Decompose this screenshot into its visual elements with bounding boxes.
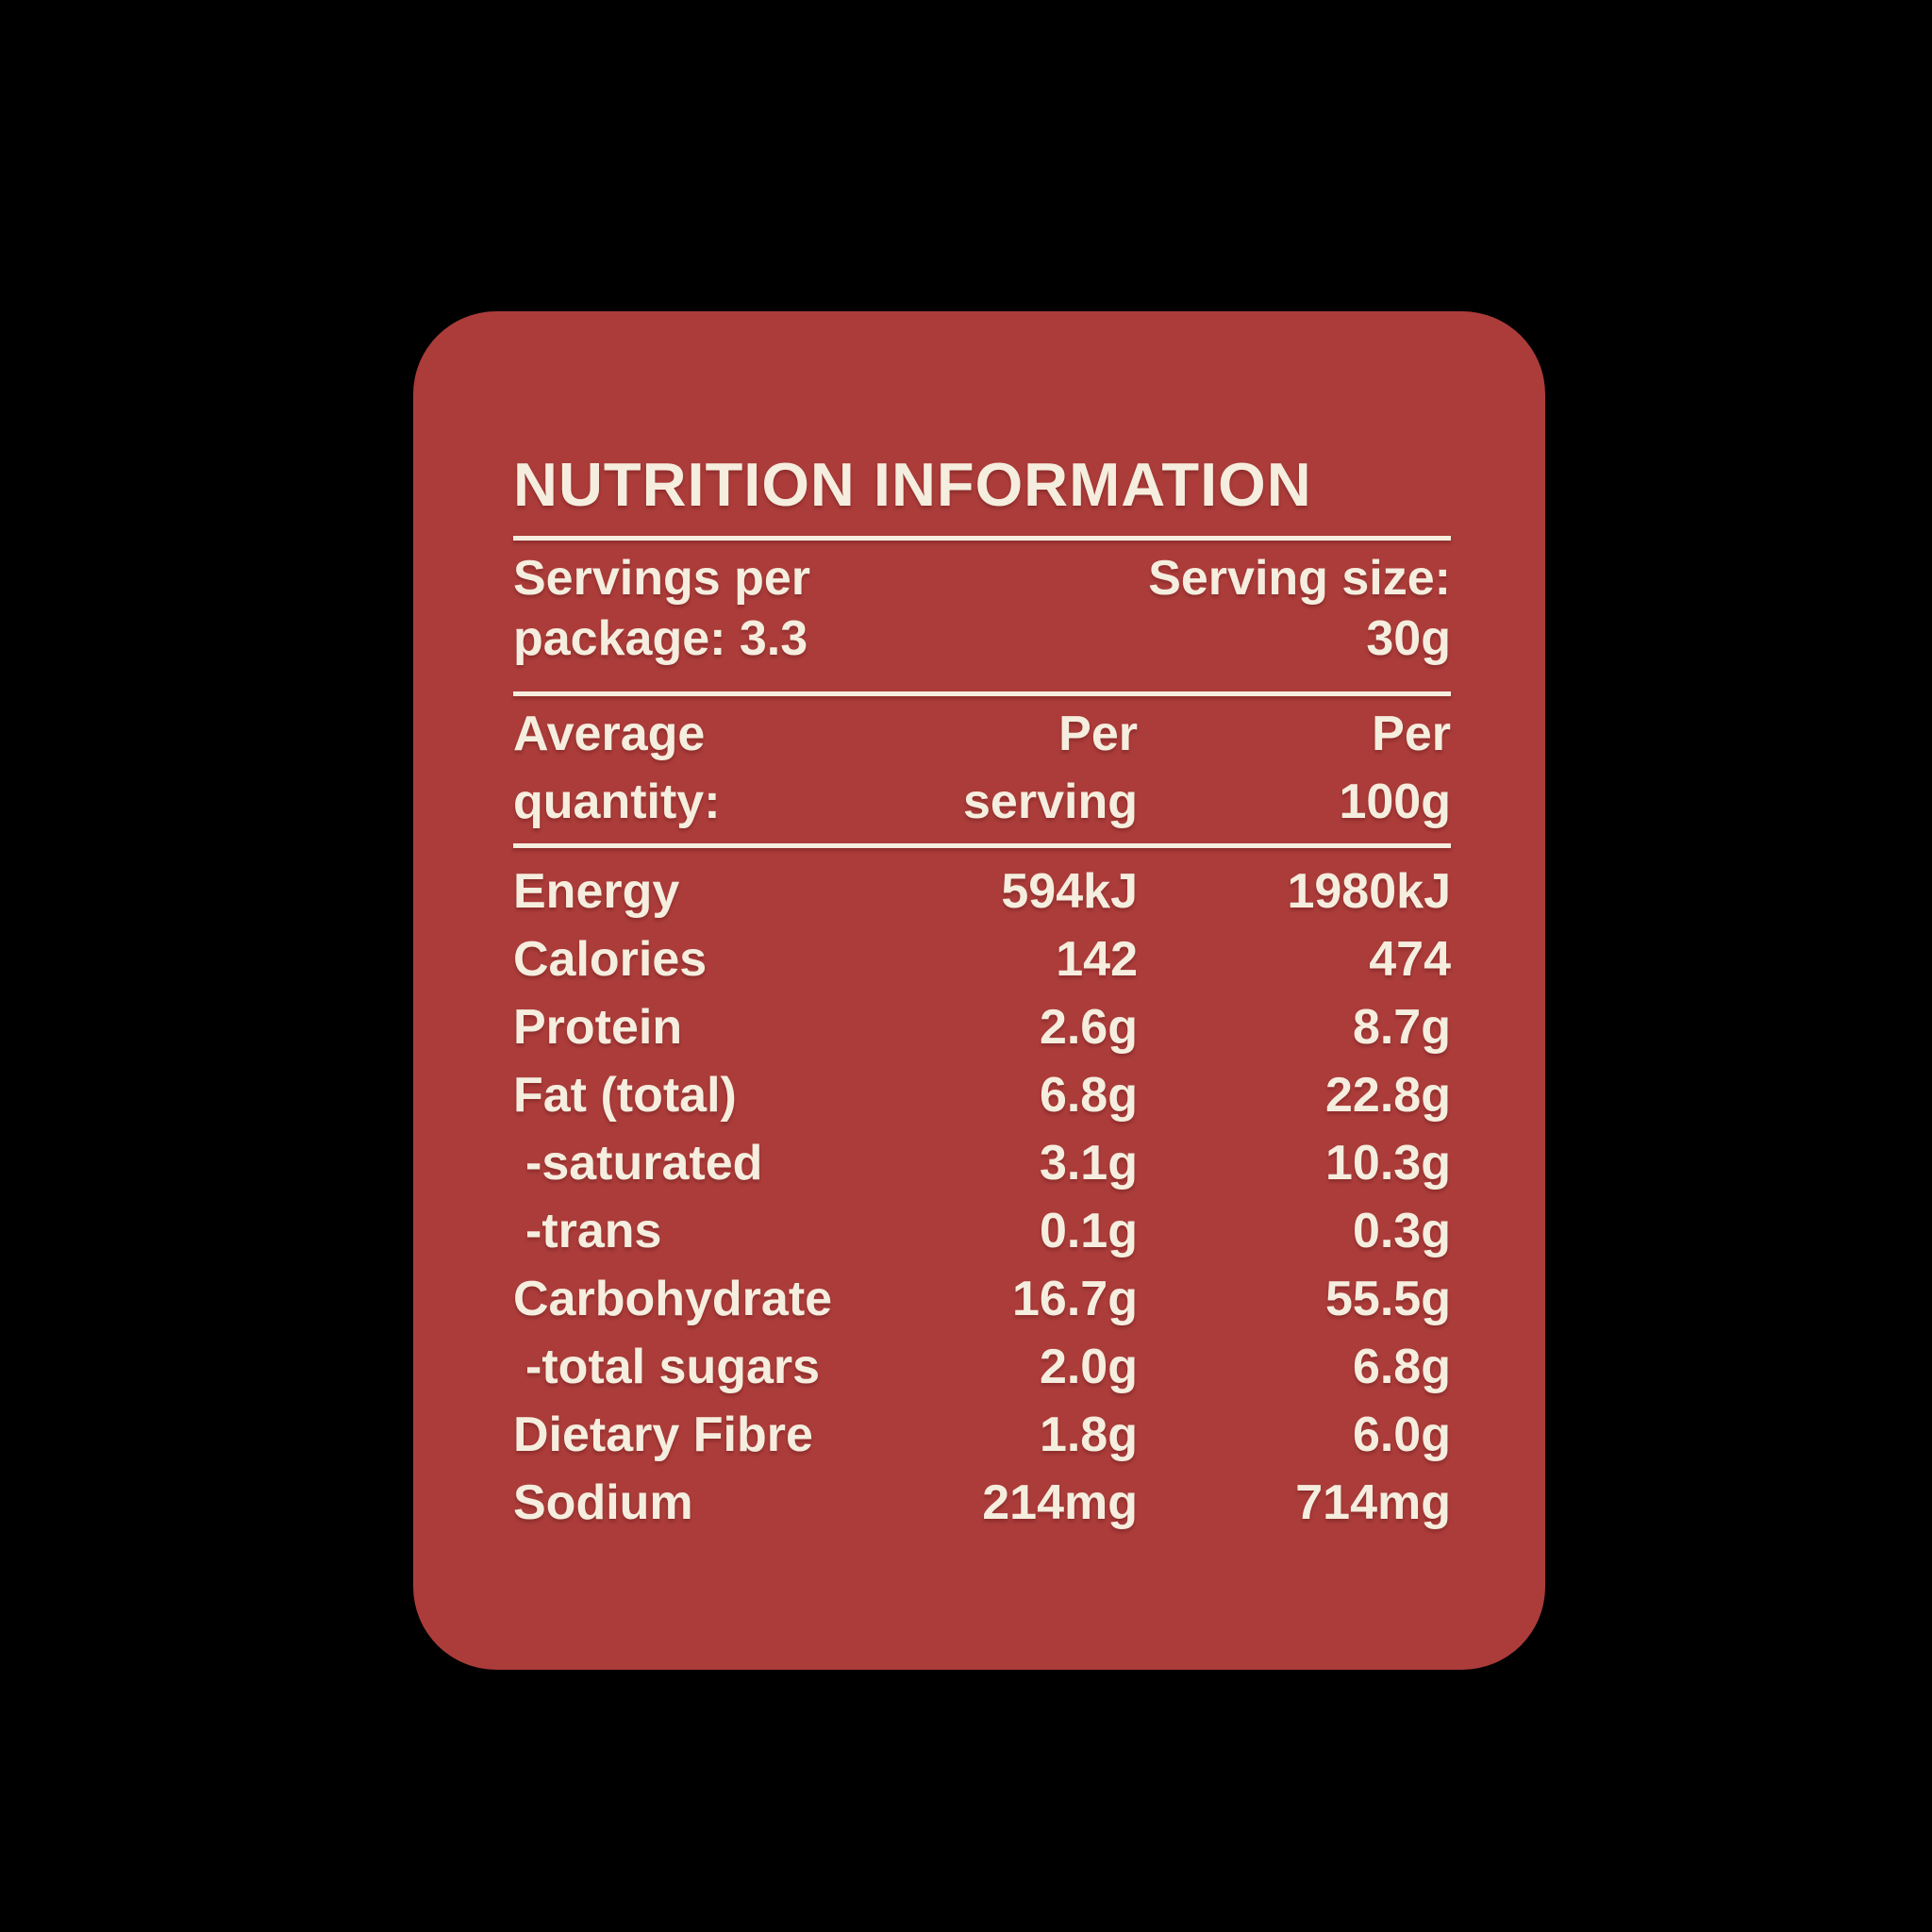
serving-size: Serving size: 30g <box>982 548 1451 669</box>
servings-per-package-line2: package: 3.3 <box>513 611 808 666</box>
header-average-quantity-line1: Average <box>513 707 706 761</box>
servings-per-package: Servings per package: 3.3 <box>513 548 982 669</box>
row-dietary-fibre-per-100g: 6.0g <box>1352 1407 1451 1462</box>
row-protein-per-100g: 8.7g <box>1352 1000 1451 1055</box>
nutrition-label-card: NUTRITION INFORMATION Servings per packa… <box>413 311 1545 1670</box>
row-trans-label: -trans <box>525 1204 662 1258</box>
divider-under-header <box>513 843 1451 848</box>
header-per-serving-line1: Per <box>1058 707 1138 761</box>
servings-per-package-line1: Servings per <box>513 551 811 606</box>
row-carbohydrate-label: Carbohydrate <box>513 1272 833 1326</box>
row-calories-per-serving: 142 <box>1056 932 1138 987</box>
table-header: Average quantity: Per serving Per 100g <box>513 700 1451 836</box>
serving-size-line1: Serving size: <box>1148 551 1451 606</box>
row-energy-per-100g: 1980kJ <box>1287 864 1451 919</box>
header-per-100g-line2: 100g <box>1339 774 1451 829</box>
row-total-sugars-per-100g: 6.8g <box>1352 1340 1451 1394</box>
header-per-serving-line2: serving <box>963 774 1138 829</box>
serving-size-line2: 30g <box>1366 611 1451 666</box>
row-fat-total-label: Fat (total) <box>513 1068 737 1123</box>
header-per-serving: Per serving <box>845 700 1138 836</box>
row-total-sugars-label: -total sugars <box>525 1340 821 1394</box>
row-carbohydrate-per-serving: 16.7g <box>1012 1272 1138 1326</box>
row-energy-label: Energy <box>513 864 680 919</box>
row-sodium-per-serving: 214mg <box>982 1475 1138 1530</box>
row-calories-per-100g: 474 <box>1369 932 1451 987</box>
row-sodium-label: Sodium <box>513 1475 693 1530</box>
page-title: NUTRITION INFORMATION <box>513 450 1312 519</box>
row-protein-per-serving: 2.6g <box>1039 1000 1138 1055</box>
row-trans-per-100g: 0.3g <box>1352 1204 1451 1258</box>
row-trans-per-serving: 0.1g <box>1039 1204 1138 1258</box>
row-saturated-label: -saturated <box>525 1136 763 1191</box>
row-carbohydrate-per-100g: 55.5g <box>1325 1272 1451 1326</box>
header-average-quantity-line2: quantity: <box>513 774 721 829</box>
row-saturated-per-100g: 10.3g <box>1325 1136 1451 1191</box>
divider-under-title <box>513 536 1451 541</box>
divider-under-serving-info <box>513 691 1451 696</box>
header-average-quantity: Average quantity: <box>513 700 845 836</box>
row-total-sugars-per-serving: 2.0g <box>1039 1340 1138 1394</box>
row-fat-total-per-serving: 6.8g <box>1039 1068 1138 1123</box>
serving-info-section: Servings per package: 3.3 Serving size: … <box>513 548 1451 669</box>
row-dietary-fibre-label: Dietary Fibre <box>513 1407 813 1462</box>
nutrition-table: Energy 594kJ 1980kJ Calories 142 474 Pro… <box>513 858 1451 1537</box>
row-sodium-per-100g: 714mg <box>1295 1475 1451 1530</box>
header-per-100g: Per 100g <box>1138 700 1451 836</box>
row-dietary-fibre-per-serving: 1.8g <box>1039 1407 1138 1462</box>
row-protein-label: Protein <box>513 1000 683 1055</box>
row-fat-total-per-100g: 22.8g <box>1325 1068 1451 1123</box>
row-energy-per-serving: 594kJ <box>1001 864 1138 919</box>
row-calories-label: Calories <box>513 932 708 987</box>
header-per-100g-line1: Per <box>1372 707 1451 761</box>
row-saturated-per-serving: 3.1g <box>1039 1136 1138 1191</box>
